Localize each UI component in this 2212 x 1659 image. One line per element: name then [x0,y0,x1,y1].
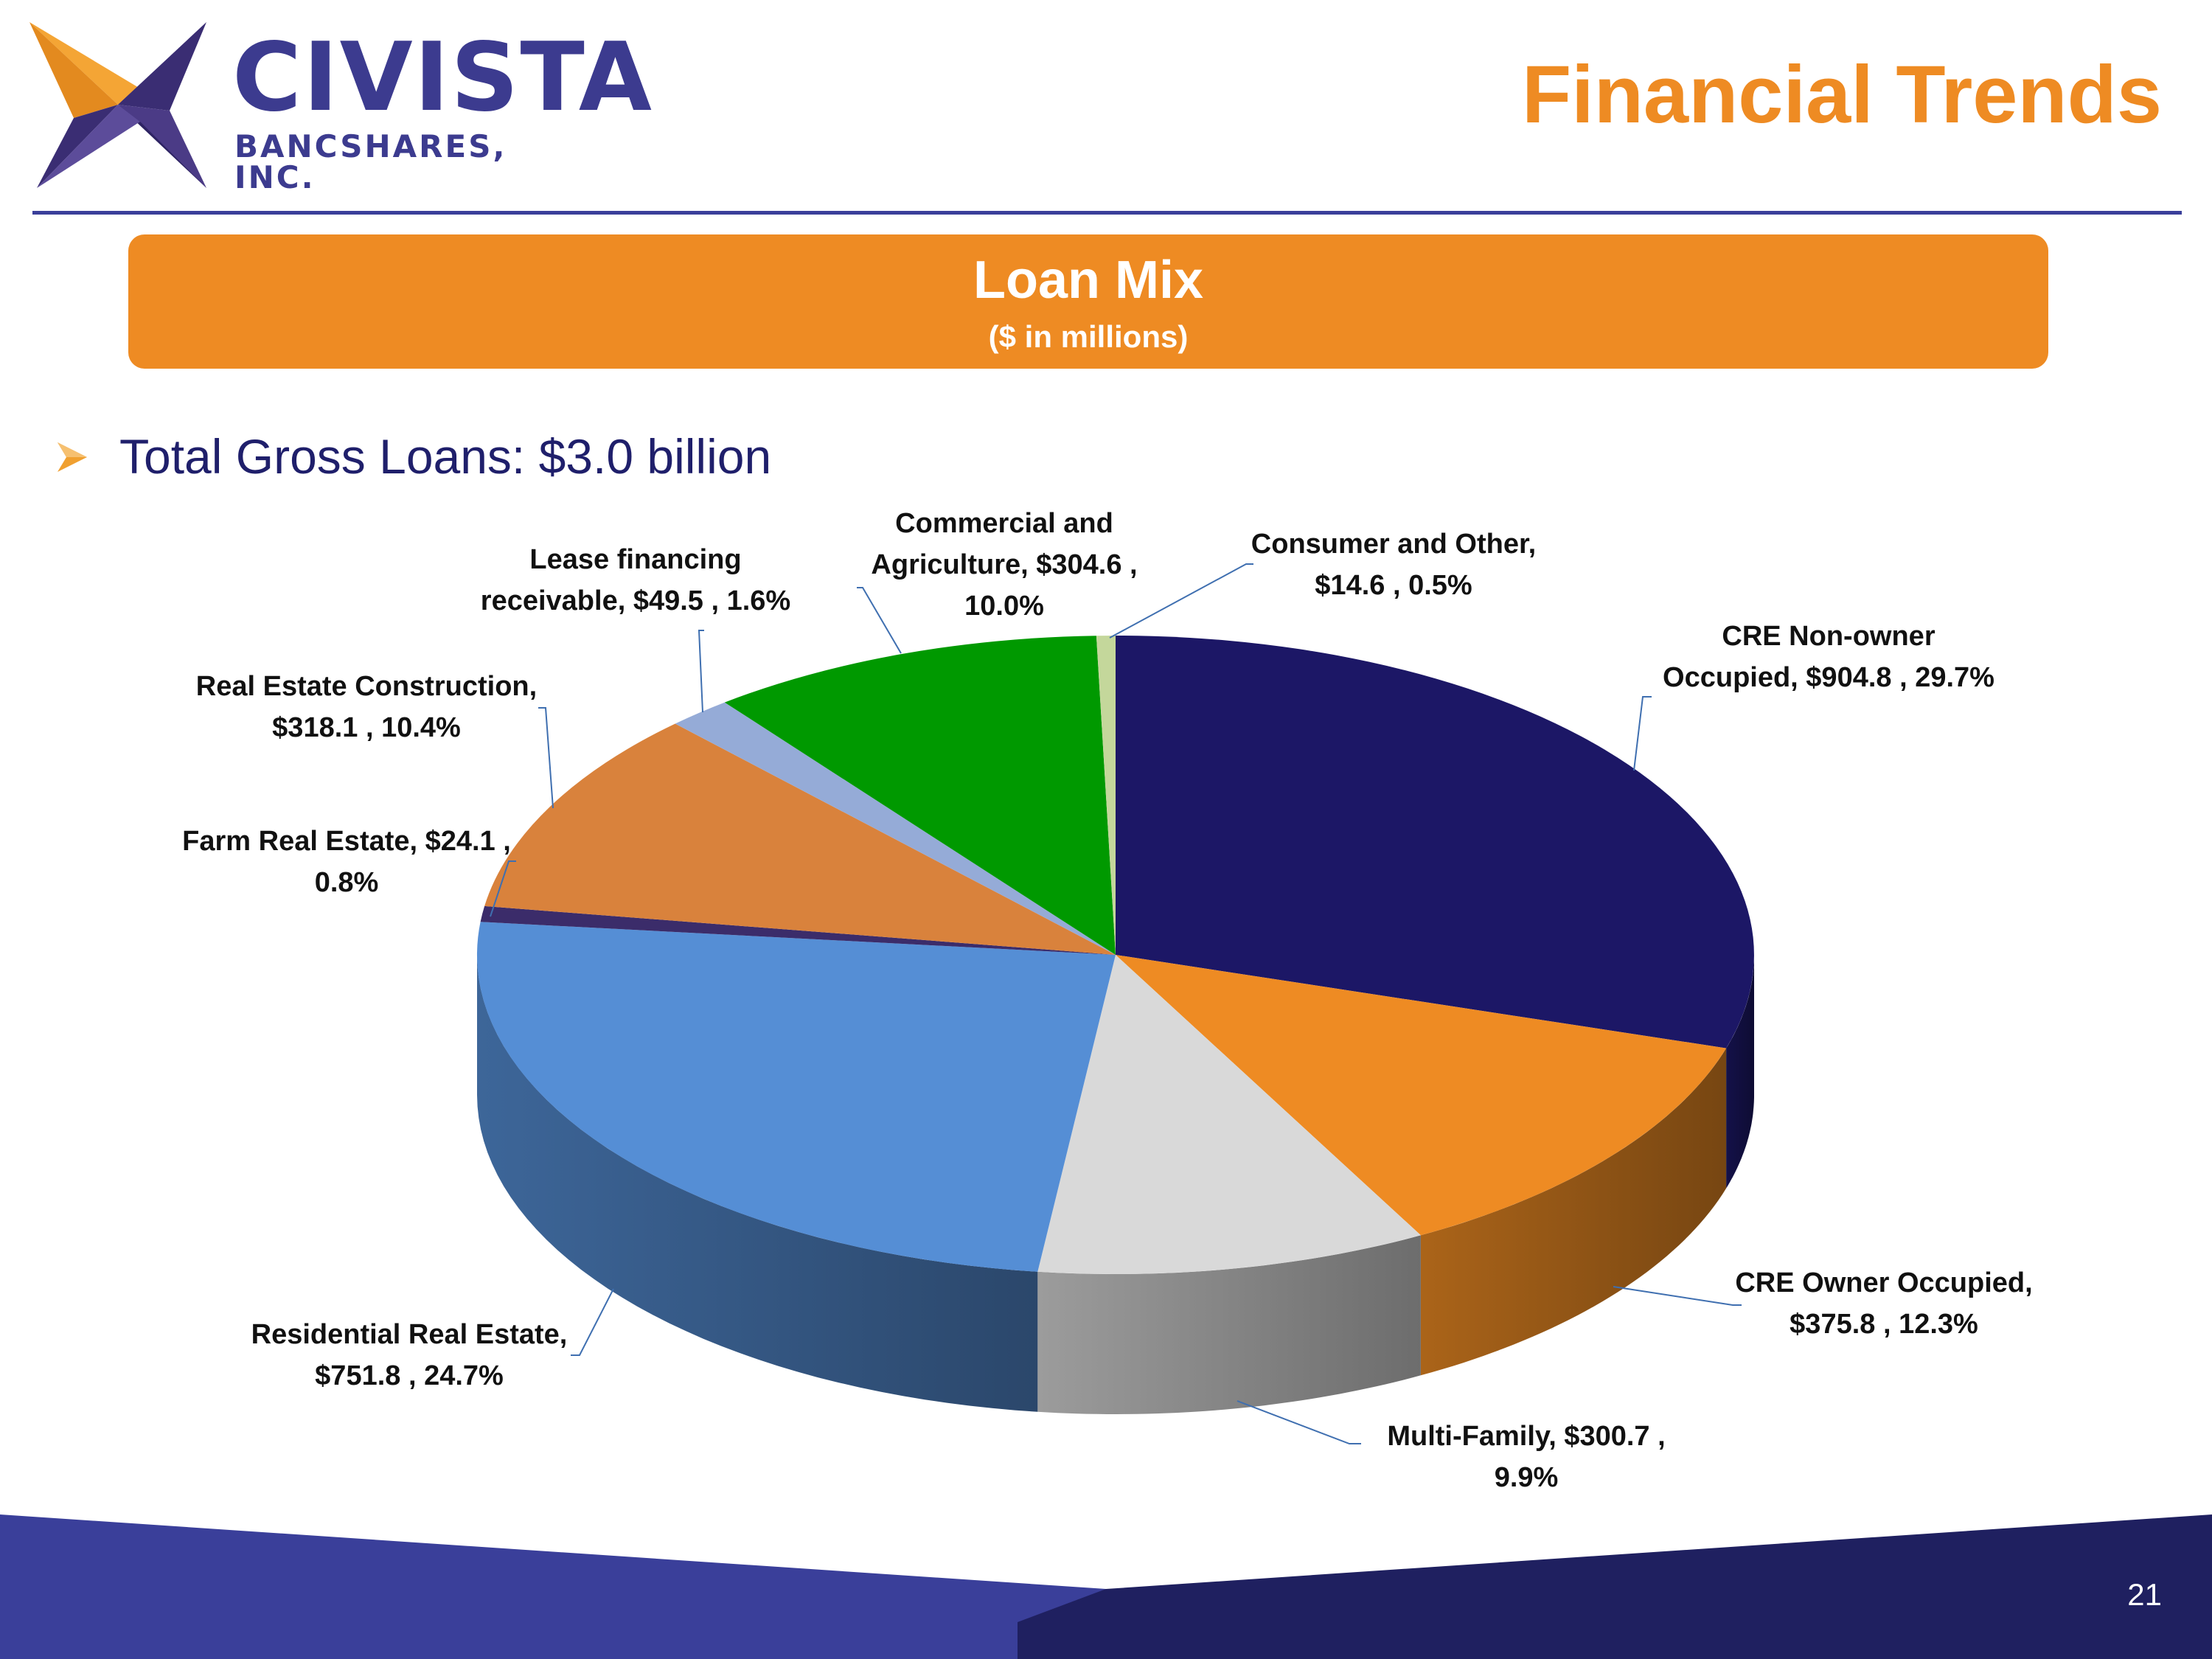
pie-slice-multi-family [1037,955,1421,1275]
footer-band [0,1504,2212,1659]
pie-side-multi-family [1037,1235,1421,1414]
data-label-cre-owner-occupied: CRE Owner Occupied, $375.8 , 12.3% [1735,1267,2032,1340]
pie-slice-residential-real-estate [476,922,1116,1272]
logo-subtitle: BANCSHARES, INC. [234,128,507,195]
leader-line-farm-real-estate [490,860,516,917]
leader-line-commercial-and-agriculture [857,587,902,654]
data-label-farm-real-estate: Farm Real Estate, $24.1 , 0.8% [182,826,511,898]
data-label-consumer-and-other: Consumer and Other, $14.6 , 0.5% [1251,529,1536,601]
pie-side-residential-real-estate [477,955,1038,1412]
leader-line-residential-real-estate [571,1288,614,1356]
data-label-lease-financing-receivable: Lease financing receivable, $49.5 , 1.6% [481,544,790,616]
pie-side-cre-non-owner-occupied [1726,955,1754,1189]
section-banner: Loan Mix ($ in millions) [128,234,2048,369]
leader-line-multi-family [1237,1400,1361,1444]
leader-line-consumer-and-other [1109,563,1253,639]
pie-slice-farm-real-estate [480,905,1116,955]
banner-subtitle: ($ in millions) [988,319,1189,354]
leader-line-cre-owner-occupied [1613,1286,1742,1306]
data-label-cre-non-owner-occupied: CRE Non-owner Occupied, $904.8 , 29.7% [1663,621,1994,693]
data-label-commercial-and-agriculture: Commercial and Agriculture, $304.6 , 10.0% [871,508,1137,622]
leader-line-cre-non-owner-occupied [1633,696,1652,771]
data-label-real-estate-construction: Real Estate Construction, $318.1 , 10.4% [196,671,537,743]
arrow-bullet-icon [58,442,87,472]
pie-slice-cre-owner-occupied [1116,955,1727,1236]
leader-line-real-estate-construction [538,707,554,809]
logo-name: CIVISTA [232,23,653,133]
pie-slice-consumer-and-other [1096,636,1116,955]
page-number: 21 [2127,1577,2162,1612]
pie-slice-real-estate-construction [484,723,1116,955]
pie-slice-commercial-and-agriculture [724,636,1116,955]
pie-slice-cre-non-owner-occupied [1116,636,1754,1048]
title-divider [32,211,2182,215]
star-logo-icon [29,22,206,188]
company-logo: CIVISTA BANCSHARES, INC. [29,22,652,193]
page-title: Financial Trends [1521,49,2162,140]
total-loans-text: Total Gross Loans: $3.0 billion [119,429,772,484]
data-label-residential-real-estate: Residential Real Estate, $751.8 , 24.7% [251,1319,568,1391]
data-label-multi-family: Multi-Family, $300.7 , 9.9% [1387,1421,1665,1493]
pie-slice-lease-financing-receivable [675,702,1116,955]
pie-side-cre-owner-occupied [1420,1048,1727,1376]
leader-line-lease-financing-receivable [698,630,704,713]
banner-title: Loan Mix [973,251,1203,310]
